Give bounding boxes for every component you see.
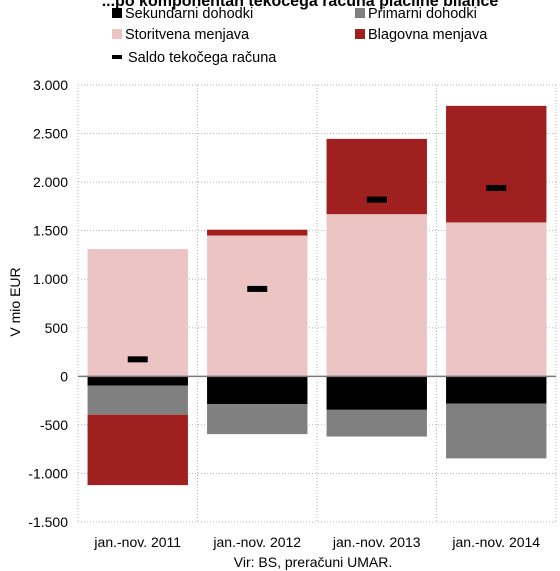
y-tick-label: 2.000 — [33, 174, 68, 190]
gridlines — [77, 84, 557, 523]
legend-swatch-1 — [112, 8, 122, 18]
bar-segment-4-3 — [326, 138, 427, 215]
y-tick-label: 0 — [60, 368, 68, 384]
saldo-markers — [127, 184, 507, 363]
bar-segment-1-3 — [326, 376, 427, 410]
y-tick-label: 1.500 — [33, 223, 68, 239]
y-tick-label: 3.000 — [33, 77, 68, 93]
bar-segment-2-3 — [326, 409, 427, 437]
bars — [87, 105, 547, 486]
legend: Sekundarni dohodki Primarni dohodki Storit… — [112, 6, 488, 66]
x-axis-ticks: jan.-nov. 2011 jan.-nov. 2012 jan.-nov. 20… — [93, 534, 540, 550]
x-tick-label: jan.-nov. 2012 — [212, 534, 301, 550]
legend-label: Blagovna menjava — [368, 27, 488, 43]
y-tick-label: -1.000 — [28, 465, 68, 481]
bar-segment-4-2 — [207, 229, 308, 236]
legend-swatch-2 — [355, 8, 365, 18]
bar-segment-2-2 — [207, 404, 308, 435]
x-tick-label: jan.-nov. 2013 — [332, 534, 421, 550]
source-note: Vir: BS, preračuni UMAR. — [234, 554, 392, 570]
legend-label: Storitvena menjava — [125, 27, 250, 43]
chart-title: ...po komponentah tekočega računa plačil… — [102, 0, 499, 10]
y-tick-label: -500 — [40, 417, 68, 433]
bar-segment-3-2 — [207, 235, 308, 377]
bar-segment-3-4 — [446, 222, 547, 377]
y-axis-title: V mio EUR — [7, 267, 23, 336]
y-tick-label: 500 — [45, 320, 69, 336]
y-tick-label: 2.500 — [33, 126, 68, 142]
saldo-marker-3 — [366, 196, 387, 203]
y-axis-ticks: -1.500 -1.000 -500 0 500 1.000 1.500 2.000 2.500… — [28, 77, 68, 530]
bar-segment-1-4 — [446, 376, 547, 404]
x-tick-label: jan.-nov. 2014 — [451, 534, 540, 550]
bar-segment-1-2 — [207, 376, 308, 405]
saldo-marker-1 — [127, 356, 148, 363]
saldo-marker-2 — [247, 285, 268, 292]
bar-segment-4-1 — [87, 414, 188, 486]
legend-swatch-saldo — [112, 55, 122, 59]
legend-label: Primarni dohodki — [368, 6, 477, 22]
x-tick-label: jan.-nov. 2011 — [93, 534, 181, 550]
bar-segment-2-1 — [87, 385, 188, 415]
bar-segment-4-4 — [446, 105, 547, 223]
bar-segment-3-1 — [87, 249, 188, 377]
bar-segment-3-3 — [326, 214, 427, 377]
legend-swatch-3 — [112, 29, 122, 39]
bar-segment-1-1 — [87, 376, 188, 386]
y-tick-label: -1.500 — [28, 514, 68, 530]
y-tick-label: 1.000 — [33, 271, 68, 287]
legend-label: Sekundarni dohodki — [125, 6, 253, 22]
bar-segment-2-4 — [446, 403, 547, 459]
saldo-marker-4 — [486, 184, 507, 191]
legend-swatch-4 — [355, 29, 365, 39]
legend-label: Saldo tekočega računa — [128, 50, 277, 66]
